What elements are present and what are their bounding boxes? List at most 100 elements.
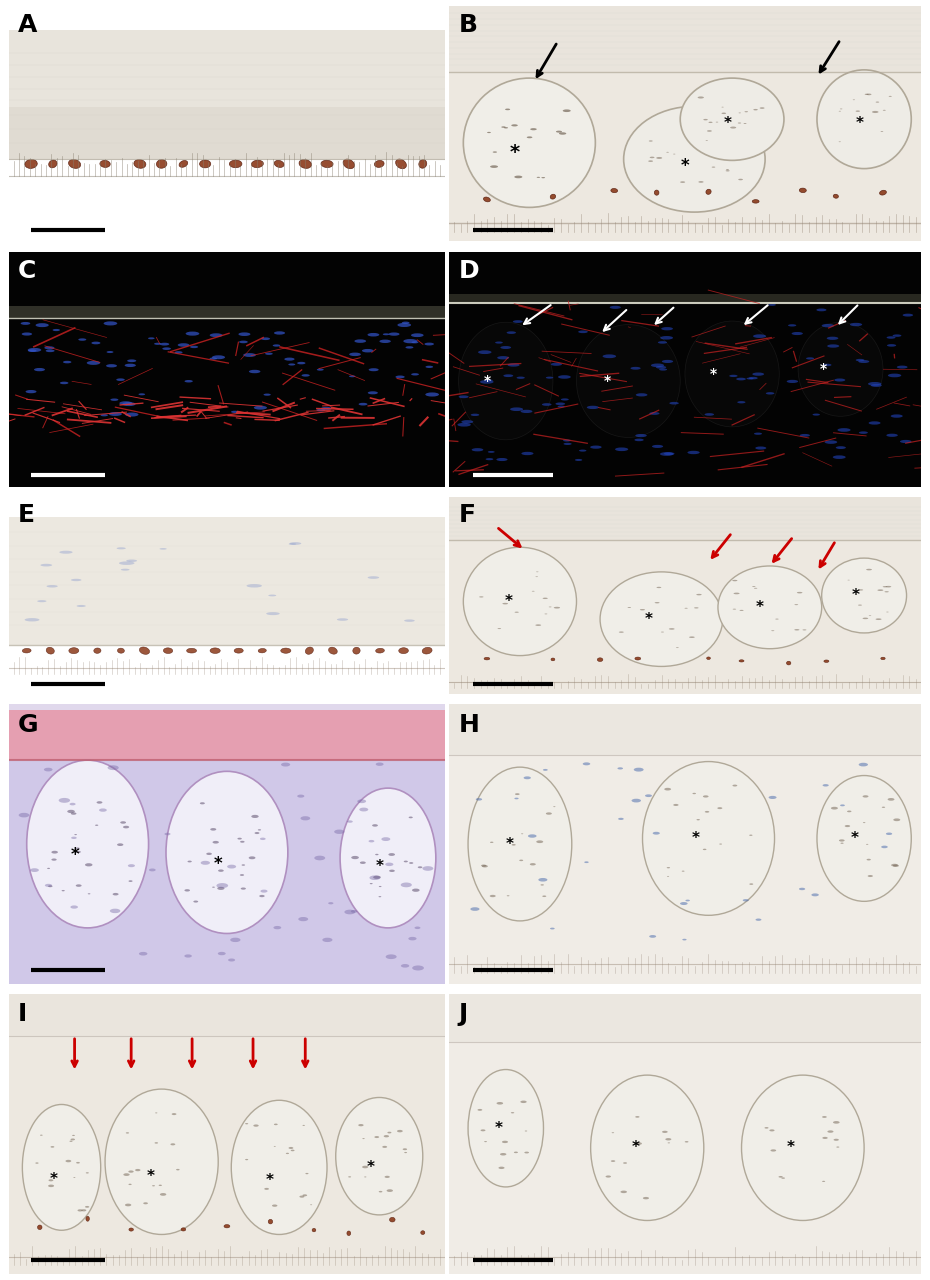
Ellipse shape bbox=[424, 343, 434, 346]
Ellipse shape bbox=[485, 658, 490, 660]
Ellipse shape bbox=[611, 1160, 616, 1162]
Ellipse shape bbox=[237, 837, 242, 840]
Ellipse shape bbox=[706, 189, 711, 195]
Ellipse shape bbox=[510, 407, 524, 411]
Ellipse shape bbox=[128, 1184, 132, 1185]
Ellipse shape bbox=[340, 788, 436, 928]
Ellipse shape bbox=[635, 657, 641, 660]
Ellipse shape bbox=[514, 797, 519, 799]
Ellipse shape bbox=[502, 1140, 508, 1143]
Ellipse shape bbox=[352, 648, 360, 654]
Ellipse shape bbox=[259, 895, 265, 897]
Ellipse shape bbox=[577, 325, 680, 438]
Ellipse shape bbox=[46, 585, 58, 588]
Text: A: A bbox=[18, 14, 37, 37]
Ellipse shape bbox=[397, 323, 411, 326]
Ellipse shape bbox=[357, 800, 366, 803]
Text: *: * bbox=[645, 612, 653, 627]
Ellipse shape bbox=[575, 460, 582, 461]
Ellipse shape bbox=[530, 863, 536, 865]
Ellipse shape bbox=[120, 822, 126, 824]
Ellipse shape bbox=[833, 1139, 839, 1140]
Ellipse shape bbox=[825, 440, 837, 444]
Ellipse shape bbox=[798, 323, 883, 416]
Ellipse shape bbox=[373, 876, 380, 879]
Text: *: * bbox=[604, 374, 611, 388]
Ellipse shape bbox=[733, 785, 737, 786]
Ellipse shape bbox=[25, 160, 37, 169]
Ellipse shape bbox=[753, 109, 758, 110]
Ellipse shape bbox=[887, 797, 895, 801]
Ellipse shape bbox=[78, 338, 86, 340]
Ellipse shape bbox=[877, 589, 884, 591]
Ellipse shape bbox=[254, 406, 267, 410]
Ellipse shape bbox=[511, 1112, 514, 1114]
Ellipse shape bbox=[894, 818, 900, 822]
Ellipse shape bbox=[383, 333, 390, 335]
Text: *: * bbox=[852, 588, 859, 603]
Ellipse shape bbox=[343, 159, 354, 169]
Ellipse shape bbox=[312, 1229, 316, 1231]
Ellipse shape bbox=[730, 127, 737, 128]
Text: *: * bbox=[375, 859, 383, 874]
Ellipse shape bbox=[519, 860, 524, 861]
Ellipse shape bbox=[266, 612, 280, 616]
Ellipse shape bbox=[359, 808, 368, 812]
Ellipse shape bbox=[349, 375, 355, 378]
Ellipse shape bbox=[865, 93, 869, 95]
Ellipse shape bbox=[328, 648, 338, 654]
Ellipse shape bbox=[390, 1217, 395, 1222]
Ellipse shape bbox=[480, 380, 494, 384]
Ellipse shape bbox=[119, 562, 135, 564]
Ellipse shape bbox=[375, 854, 379, 855]
Ellipse shape bbox=[739, 659, 744, 662]
Ellipse shape bbox=[288, 364, 295, 366]
Ellipse shape bbox=[869, 421, 881, 425]
Ellipse shape bbox=[476, 797, 482, 800]
Ellipse shape bbox=[48, 160, 57, 168]
Ellipse shape bbox=[187, 649, 196, 653]
Ellipse shape bbox=[81, 1210, 86, 1211]
Ellipse shape bbox=[117, 648, 125, 653]
Ellipse shape bbox=[882, 846, 888, 849]
Ellipse shape bbox=[471, 413, 479, 416]
Ellipse shape bbox=[61, 890, 65, 891]
Ellipse shape bbox=[727, 145, 733, 146]
Ellipse shape bbox=[749, 376, 758, 379]
Ellipse shape bbox=[170, 1143, 175, 1146]
Ellipse shape bbox=[362, 1166, 368, 1169]
Ellipse shape bbox=[242, 864, 246, 865]
Ellipse shape bbox=[24, 618, 39, 622]
Ellipse shape bbox=[893, 334, 901, 337]
Ellipse shape bbox=[697, 819, 700, 820]
Ellipse shape bbox=[481, 864, 486, 867]
Text: *: * bbox=[266, 1174, 273, 1188]
Ellipse shape bbox=[500, 346, 512, 349]
Ellipse shape bbox=[160, 548, 166, 549]
Ellipse shape bbox=[139, 393, 145, 396]
Ellipse shape bbox=[163, 347, 171, 349]
Ellipse shape bbox=[833, 195, 838, 198]
Ellipse shape bbox=[46, 349, 55, 352]
Ellipse shape bbox=[660, 337, 673, 339]
Ellipse shape bbox=[685, 900, 690, 901]
Ellipse shape bbox=[542, 598, 548, 599]
Ellipse shape bbox=[314, 855, 326, 860]
Ellipse shape bbox=[635, 1142, 642, 1144]
Ellipse shape bbox=[124, 1174, 129, 1176]
Ellipse shape bbox=[399, 648, 408, 654]
Text: *: * bbox=[484, 374, 490, 388]
Ellipse shape bbox=[540, 884, 544, 886]
Ellipse shape bbox=[673, 804, 679, 806]
Ellipse shape bbox=[274, 160, 284, 168]
Ellipse shape bbox=[368, 840, 375, 842]
Ellipse shape bbox=[289, 543, 301, 545]
Ellipse shape bbox=[891, 864, 898, 867]
Ellipse shape bbox=[718, 566, 822, 649]
Ellipse shape bbox=[121, 568, 129, 571]
Ellipse shape bbox=[99, 809, 107, 812]
Ellipse shape bbox=[493, 151, 497, 152]
Ellipse shape bbox=[787, 662, 790, 664]
Ellipse shape bbox=[618, 767, 623, 769]
Ellipse shape bbox=[684, 321, 779, 426]
